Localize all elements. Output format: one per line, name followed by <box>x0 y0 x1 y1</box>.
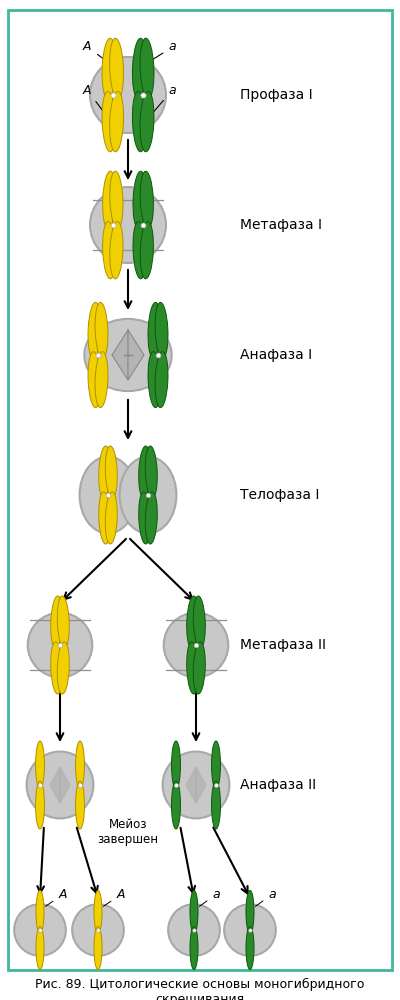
Ellipse shape <box>132 38 146 99</box>
Ellipse shape <box>51 642 63 694</box>
Ellipse shape <box>102 38 116 99</box>
Ellipse shape <box>187 596 199 648</box>
Ellipse shape <box>190 890 198 934</box>
Ellipse shape <box>172 781 180 829</box>
Ellipse shape <box>162 752 230 818</box>
Ellipse shape <box>80 457 136 533</box>
Text: Профаза I: Профаза I <box>240 88 313 102</box>
Text: $A$: $A$ <box>82 40 110 63</box>
Ellipse shape <box>99 492 111 544</box>
Ellipse shape <box>57 596 69 648</box>
Ellipse shape <box>94 890 102 934</box>
Polygon shape <box>60 767 70 803</box>
Ellipse shape <box>90 187 166 263</box>
Ellipse shape <box>76 741 84 789</box>
Ellipse shape <box>193 596 205 648</box>
Ellipse shape <box>88 352 101 408</box>
Text: Анафаза II: Анафаза II <box>240 778 316 792</box>
Text: Мейоз
завершен: Мейоз завершен <box>98 818 158 846</box>
Ellipse shape <box>148 352 161 408</box>
Polygon shape <box>196 767 206 803</box>
Ellipse shape <box>140 222 154 279</box>
Ellipse shape <box>36 926 44 970</box>
Ellipse shape <box>36 781 44 829</box>
Ellipse shape <box>28 613 92 677</box>
Ellipse shape <box>57 642 69 694</box>
Text: $a$: $a$ <box>146 84 177 121</box>
Text: Метафаза I: Метафаза I <box>240 218 322 232</box>
Ellipse shape <box>132 91 146 152</box>
Ellipse shape <box>110 91 124 152</box>
Ellipse shape <box>76 781 84 829</box>
Ellipse shape <box>246 926 254 970</box>
Ellipse shape <box>95 352 108 408</box>
FancyBboxPatch shape <box>8 10 392 970</box>
Ellipse shape <box>94 926 102 970</box>
Text: Анафаза I: Анафаза I <box>240 348 312 362</box>
Polygon shape <box>50 767 60 803</box>
Ellipse shape <box>224 904 276 956</box>
Ellipse shape <box>140 171 154 228</box>
Ellipse shape <box>36 741 44 789</box>
Ellipse shape <box>140 91 154 152</box>
Ellipse shape <box>110 222 123 279</box>
Ellipse shape <box>102 91 116 152</box>
Ellipse shape <box>110 38 124 99</box>
Ellipse shape <box>95 302 108 358</box>
Ellipse shape <box>148 302 161 358</box>
Text: $A$: $A$ <box>104 888 126 906</box>
Ellipse shape <box>168 904 220 956</box>
Ellipse shape <box>102 171 116 228</box>
Ellipse shape <box>133 171 146 228</box>
Polygon shape <box>128 330 144 380</box>
Text: $A$: $A$ <box>82 84 110 121</box>
Polygon shape <box>186 767 196 803</box>
Text: Рис. 89. Цитологические основы моногибридного
скрещивания: Рис. 89. Цитологические основы моногибри… <box>35 978 365 1000</box>
Text: Метафаза II: Метафаза II <box>240 638 326 652</box>
Ellipse shape <box>172 741 180 789</box>
Text: Телофаза I: Телофаза I <box>240 488 319 502</box>
Ellipse shape <box>133 222 146 279</box>
Ellipse shape <box>90 57 166 133</box>
Ellipse shape <box>110 171 123 228</box>
Ellipse shape <box>139 492 151 544</box>
Ellipse shape <box>155 352 168 408</box>
Ellipse shape <box>99 446 111 498</box>
Ellipse shape <box>51 596 63 648</box>
Text: $a$: $a$ <box>146 40 177 64</box>
Ellipse shape <box>36 890 44 934</box>
Ellipse shape <box>26 752 94 818</box>
Ellipse shape <box>14 904 66 956</box>
Ellipse shape <box>246 890 254 934</box>
Text: $A$: $A$ <box>46 888 68 906</box>
Ellipse shape <box>72 904 124 956</box>
Ellipse shape <box>120 457 176 533</box>
Ellipse shape <box>88 302 101 358</box>
Ellipse shape <box>84 319 172 391</box>
Ellipse shape <box>212 741 220 789</box>
Ellipse shape <box>193 642 205 694</box>
Ellipse shape <box>212 781 220 829</box>
Ellipse shape <box>145 446 157 498</box>
Ellipse shape <box>140 38 154 99</box>
Ellipse shape <box>190 926 198 970</box>
Text: $a$: $a$ <box>256 888 277 906</box>
Ellipse shape <box>155 302 168 358</box>
Text: $a$: $a$ <box>200 888 221 906</box>
Ellipse shape <box>187 642 199 694</box>
Polygon shape <box>112 330 128 380</box>
Ellipse shape <box>164 613 228 677</box>
Ellipse shape <box>105 446 117 498</box>
Ellipse shape <box>102 222 116 279</box>
Ellipse shape <box>145 492 157 544</box>
Ellipse shape <box>139 446 151 498</box>
Ellipse shape <box>105 492 117 544</box>
